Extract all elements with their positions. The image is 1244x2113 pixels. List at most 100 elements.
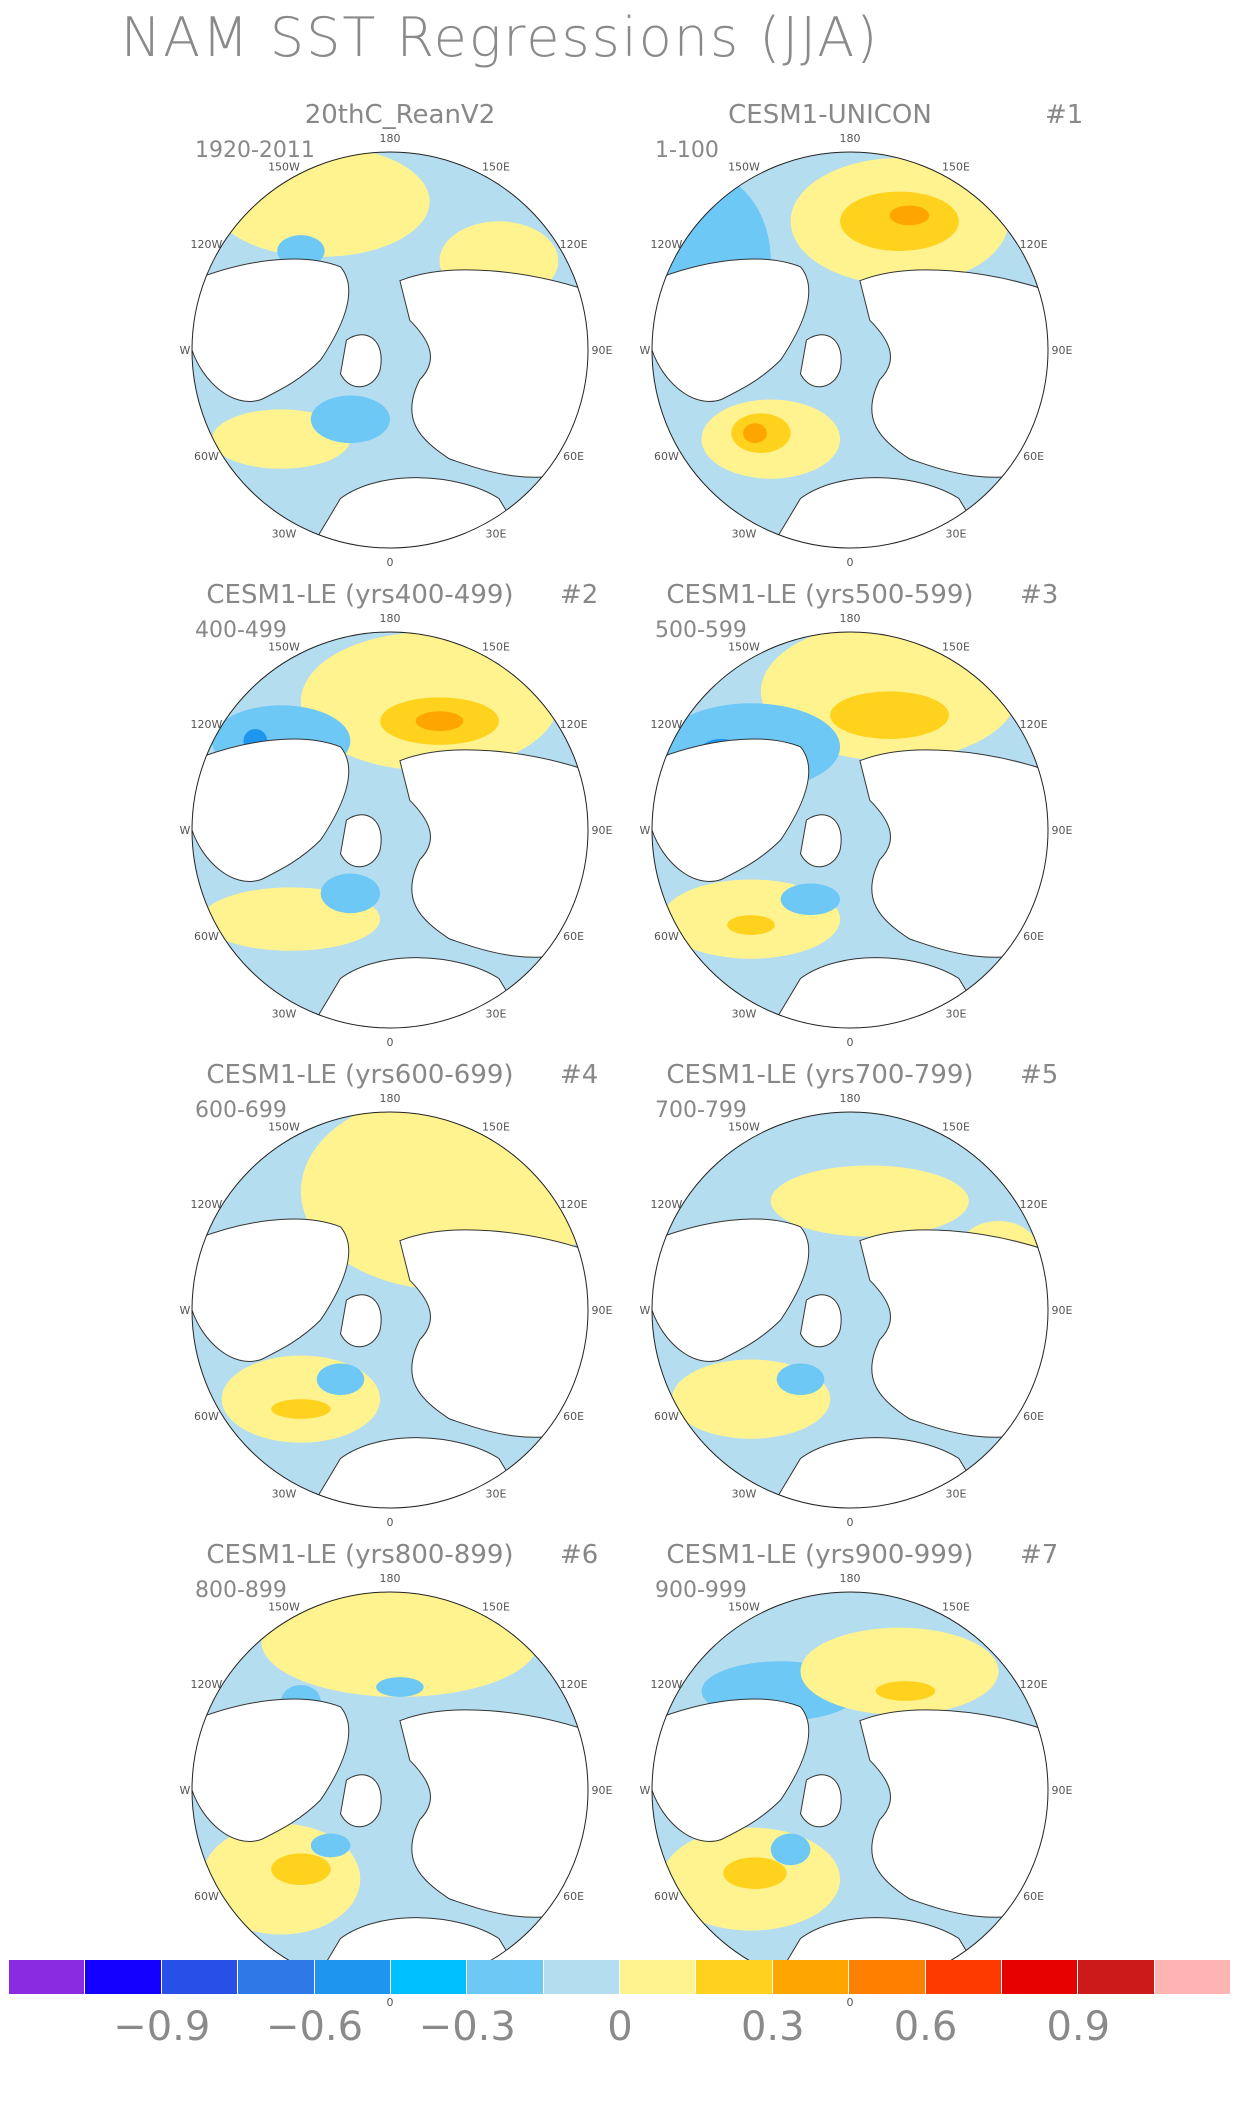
globe-outline — [191, 631, 589, 1029]
polar-map: 180150E120E90E60E30E030W60W90W120W150W — [180, 580, 620, 1060]
map-panel: CESM1-LE (yrs500-599) 500-599 #3 180 150E 120… — [460, 580, 1073, 1060]
anomaly-region — [261, 1592, 539, 1697]
longitude-label: 0 — [387, 1036, 394, 1049]
longitude-label: 150E — [942, 160, 970, 173]
longitude-label: 90W — [180, 344, 191, 357]
longitude-label: 30W — [272, 1008, 297, 1021]
anomaly-region — [743, 423, 767, 444]
longitude-label: 120W — [650, 718, 682, 731]
longitude-label: 150E — [482, 1120, 510, 1133]
longitude-label: 60E — [563, 450, 584, 463]
colorbar-swatch — [390, 1960, 468, 1994]
colorbar-swatch — [849, 1960, 926, 1994]
panel-number: #6 — [560, 1540, 599, 1570]
colorbar-swatch — [620, 1960, 697, 1994]
map-panel: CESM1-LE (yrs700-799) 700-799 #5 180 150E 120… — [460, 1060, 1073, 1540]
longitude-label: 180 — [840, 132, 861, 145]
longitude-label: 120W — [650, 238, 682, 251]
panel-number: #4 — [560, 1060, 599, 1090]
colorbar-swatch — [314, 1960, 391, 1994]
longitude-label: 150W — [728, 160, 760, 173]
longitude-label: 30W — [272, 528, 297, 541]
polar-map: 180150E120E90E60E30E030W60W90W120W150W — [640, 1540, 1080, 2020]
longitude-label: 150W — [728, 1600, 760, 1613]
longitude-label: 0 — [387, 1516, 394, 1529]
longitude-label: 90E — [592, 344, 613, 357]
longitude-label: 30E — [486, 1008, 507, 1021]
anomaly-region — [415, 711, 464, 731]
longitude-label: 150W — [268, 1120, 300, 1133]
land-mass — [859, 269, 1048, 478]
longitude-label: 0 — [387, 556, 394, 569]
longitude-label: 180 — [380, 1092, 401, 1105]
colorbar-swatch — [1078, 1960, 1155, 1994]
longitude-label: 150W — [268, 640, 300, 653]
colorbar-swatch — [238, 1960, 315, 1994]
longitude-label: 120E — [1020, 1678, 1048, 1691]
anomaly-region — [271, 1399, 331, 1419]
land-mass — [192, 738, 350, 882]
longitude-label: 60E — [563, 1410, 584, 1423]
longitude-label: 180 — [840, 1092, 861, 1105]
period-range: 1-100 — [655, 138, 719, 163]
longitude-label: 120W — [190, 1198, 222, 1211]
longitude-label: 120E — [560, 1198, 588, 1211]
polar-map: 180150E120E90E60E30E030W60W90W120W150W — [640, 580, 1080, 1060]
longitude-label: 180 — [380, 1572, 401, 1585]
longitude-label: 60W — [654, 1410, 679, 1423]
figure-title: NAM SST Regressions (JJA) — [120, 6, 880, 69]
longitude-label: 60E — [1023, 930, 1044, 943]
longitude-label: 0 — [847, 1036, 854, 1049]
anomaly-region — [770, 1833, 811, 1866]
longitude-label: 60W — [654, 1890, 679, 1903]
longitude-label: 30E — [486, 1488, 507, 1501]
longitude-label: 0 — [847, 556, 854, 569]
longitude-label: 0 — [387, 1996, 394, 2009]
longitude-label: 150E — [482, 1600, 510, 1613]
longitude-label: 30E — [946, 528, 967, 541]
globe-outline — [651, 631, 1049, 1029]
globe-outline — [651, 151, 1049, 549]
longitude-label: 90E — [1052, 344, 1073, 357]
period-range: 800-899 — [195, 1578, 287, 1603]
land-mass — [399, 1229, 588, 1438]
polar-map: 180150E120E90E60E30E030W60W90W120W150W — [180, 100, 620, 580]
map-panel: CESM1-LE (yrs400-499) 400-499 #2 180 150E 120… — [0, 580, 613, 1060]
longitude-label: 150E — [482, 160, 510, 173]
longitude-label: 90E — [1052, 1304, 1073, 1317]
land-mass — [399, 269, 588, 478]
land-mass — [652, 1698, 810, 1842]
longitude-label: 0 — [847, 1996, 854, 2009]
panel-number: #7 — [1020, 1540, 1059, 1570]
longitude-label: 180 — [380, 132, 401, 145]
colorbar-swatch — [1001, 1960, 1079, 1994]
period-range: 700-799 — [655, 1098, 747, 1123]
colorbar-label: 0.6 — [893, 2004, 958, 2050]
colorbar-swatch — [772, 1960, 850, 1994]
anomaly-region — [271, 1853, 331, 1886]
longitude-label: 90W — [180, 1784, 191, 1797]
longitude-label: 90W — [640, 1304, 651, 1317]
longitude-label: 30W — [732, 1488, 757, 1501]
colorbar-swatch — [161, 1960, 239, 1994]
longitude-label: 120W — [650, 1678, 682, 1691]
longitude-label: 120E — [1020, 718, 1048, 731]
longitude-label: 150E — [482, 640, 510, 653]
panel-title: CESM1-LE (yrs900-999) — [666, 1540, 974, 1570]
colorbar-swatch — [925, 1960, 1002, 1994]
land-mass — [652, 1218, 810, 1362]
land-mass — [192, 1218, 350, 1362]
longitude-label: 90E — [592, 1304, 613, 1317]
panel-title: CESM1-LE (yrs600-699) — [206, 1060, 514, 1090]
longitude-label: 60W — [654, 450, 679, 463]
map-panel: CESM1-LE (yrs900-999) 900-999 #7 180 150E 120… — [460, 1540, 1073, 2020]
anomaly-region — [830, 691, 949, 739]
anomaly-region — [320, 873, 381, 914]
period-range: 900-999 — [655, 1578, 747, 1603]
longitude-label: 60E — [1023, 1410, 1044, 1423]
longitude-label: 60E — [1023, 1890, 1044, 1903]
colorbar-swatch — [543, 1960, 620, 1994]
longitude-label: 60W — [194, 450, 219, 463]
land-mass — [799, 1294, 842, 1348]
longitude-label: 90E — [1052, 1784, 1073, 1797]
